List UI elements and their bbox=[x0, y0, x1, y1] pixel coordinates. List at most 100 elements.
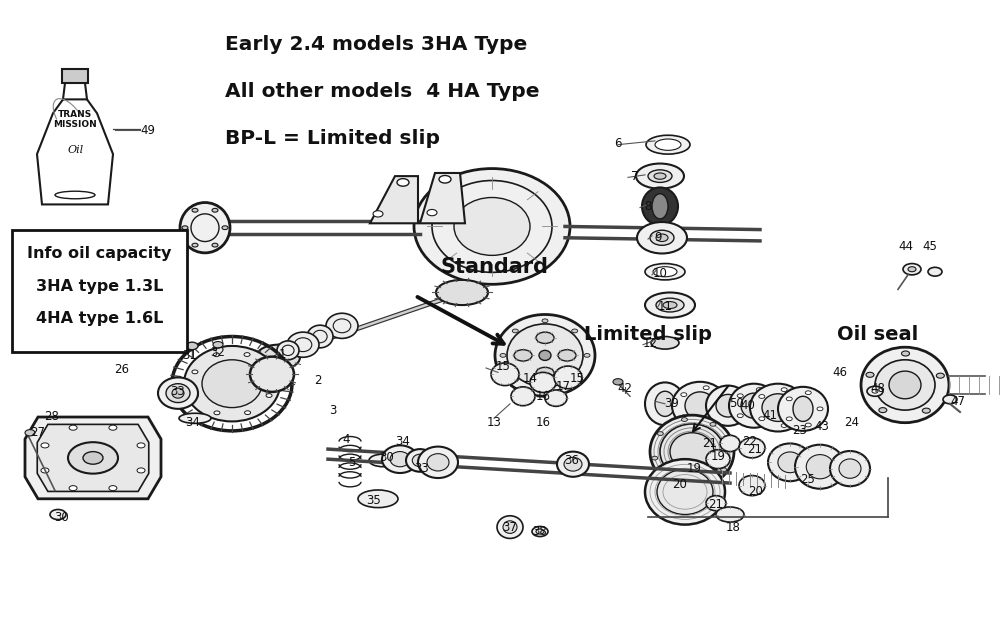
Ellipse shape bbox=[685, 392, 715, 420]
Text: 23: 23 bbox=[793, 425, 807, 437]
Text: 34: 34 bbox=[396, 435, 410, 448]
Circle shape bbox=[681, 392, 687, 396]
Text: 38: 38 bbox=[533, 525, 547, 538]
Text: 15: 15 bbox=[496, 360, 510, 372]
Circle shape bbox=[266, 370, 272, 374]
Text: 43: 43 bbox=[815, 420, 829, 433]
Circle shape bbox=[756, 420, 762, 424]
Text: 21: 21 bbox=[708, 498, 724, 511]
Circle shape bbox=[192, 370, 198, 374]
Circle shape bbox=[866, 372, 874, 377]
Ellipse shape bbox=[706, 496, 726, 511]
Ellipse shape bbox=[706, 386, 750, 426]
Ellipse shape bbox=[716, 394, 740, 417]
Text: 21: 21 bbox=[748, 443, 763, 456]
Text: 33: 33 bbox=[415, 462, 429, 475]
Text: Oil: Oil bbox=[68, 145, 84, 155]
Circle shape bbox=[213, 353, 219, 357]
Ellipse shape bbox=[326, 313, 358, 338]
Circle shape bbox=[759, 394, 765, 398]
Text: 44: 44 bbox=[898, 240, 914, 253]
Text: Early 2.4 models 3HA Type: Early 2.4 models 3HA Type bbox=[225, 35, 527, 53]
Bar bbox=[62, 69, 88, 83]
Text: 30: 30 bbox=[380, 452, 394, 464]
Circle shape bbox=[756, 387, 762, 391]
Ellipse shape bbox=[839, 459, 861, 478]
Ellipse shape bbox=[418, 447, 458, 478]
Circle shape bbox=[213, 342, 223, 348]
Ellipse shape bbox=[741, 393, 767, 418]
Circle shape bbox=[41, 443, 49, 448]
Text: 40: 40 bbox=[741, 399, 755, 412]
Circle shape bbox=[872, 389, 878, 393]
Ellipse shape bbox=[645, 382, 685, 425]
Circle shape bbox=[137, 443, 145, 448]
Ellipse shape bbox=[539, 350, 551, 360]
Ellipse shape bbox=[663, 301, 677, 308]
Text: 11: 11 bbox=[658, 301, 672, 313]
Ellipse shape bbox=[729, 384, 779, 428]
Text: 42: 42 bbox=[618, 382, 633, 395]
Ellipse shape bbox=[875, 360, 935, 410]
Text: 12: 12 bbox=[642, 337, 658, 350]
Circle shape bbox=[542, 388, 548, 392]
Text: Standard: Standard bbox=[441, 257, 549, 277]
Text: 20: 20 bbox=[749, 486, 763, 498]
Ellipse shape bbox=[83, 452, 103, 464]
Bar bbox=[12, 230, 187, 352]
Ellipse shape bbox=[307, 325, 333, 348]
Text: TRANS
MISSION: TRANS MISSION bbox=[53, 110, 97, 129]
Circle shape bbox=[427, 209, 437, 216]
Ellipse shape bbox=[651, 337, 679, 349]
Circle shape bbox=[697, 482, 703, 486]
Ellipse shape bbox=[287, 332, 319, 357]
Ellipse shape bbox=[706, 450, 730, 469]
Circle shape bbox=[613, 379, 623, 385]
Ellipse shape bbox=[778, 387, 828, 431]
Circle shape bbox=[109, 486, 117, 491]
Ellipse shape bbox=[654, 173, 666, 179]
Circle shape bbox=[532, 526, 548, 537]
Circle shape bbox=[500, 353, 506, 357]
Circle shape bbox=[214, 411, 220, 415]
Circle shape bbox=[805, 423, 811, 427]
Circle shape bbox=[759, 417, 765, 421]
Polygon shape bbox=[37, 425, 149, 491]
Text: 30: 30 bbox=[55, 511, 69, 523]
Ellipse shape bbox=[358, 490, 398, 508]
Ellipse shape bbox=[382, 445, 418, 473]
Text: 24: 24 bbox=[844, 416, 860, 429]
Circle shape bbox=[717, 404, 723, 408]
Ellipse shape bbox=[716, 507, 744, 522]
Circle shape bbox=[69, 486, 77, 491]
Ellipse shape bbox=[739, 438, 765, 458]
Text: 18: 18 bbox=[726, 521, 740, 533]
Ellipse shape bbox=[554, 366, 582, 389]
Circle shape bbox=[703, 422, 709, 426]
Text: 37: 37 bbox=[503, 521, 517, 533]
Ellipse shape bbox=[861, 347, 949, 423]
Text: 41: 41 bbox=[763, 409, 778, 421]
Text: 4HA type 1.6L: 4HA type 1.6L bbox=[36, 311, 163, 326]
Circle shape bbox=[903, 264, 921, 275]
Circle shape bbox=[584, 353, 590, 357]
Circle shape bbox=[373, 211, 383, 217]
Circle shape bbox=[721, 468, 727, 472]
Ellipse shape bbox=[414, 169, 570, 284]
Ellipse shape bbox=[436, 280, 488, 305]
Circle shape bbox=[572, 378, 578, 382]
Ellipse shape bbox=[645, 264, 685, 280]
Circle shape bbox=[936, 373, 944, 378]
Circle shape bbox=[928, 267, 942, 276]
Circle shape bbox=[69, 425, 77, 430]
Circle shape bbox=[781, 424, 787, 428]
Circle shape bbox=[652, 456, 658, 460]
Text: 15: 15 bbox=[570, 372, 584, 385]
Text: 4: 4 bbox=[342, 433, 350, 445]
Ellipse shape bbox=[652, 194, 668, 219]
Ellipse shape bbox=[427, 454, 449, 471]
Text: 50: 50 bbox=[729, 398, 743, 410]
Ellipse shape bbox=[406, 449, 434, 472]
Circle shape bbox=[879, 408, 887, 413]
Text: 14: 14 bbox=[522, 372, 538, 385]
